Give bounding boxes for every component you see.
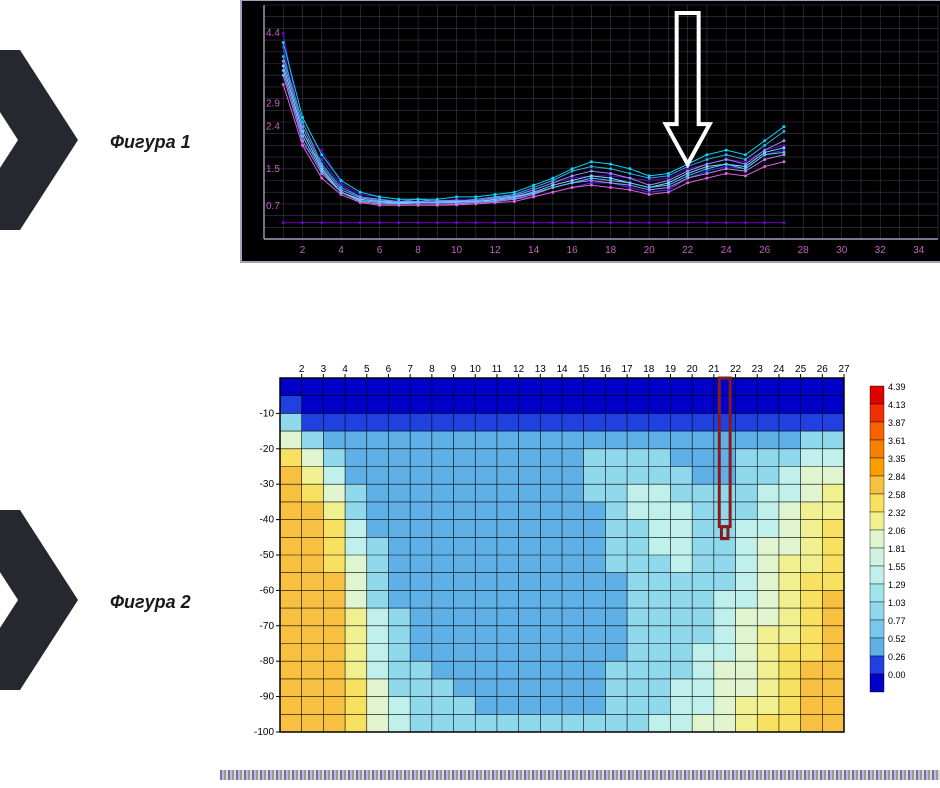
svg-text:0.26: 0.26 bbox=[888, 652, 906, 662]
svg-text:9: 9 bbox=[451, 364, 457, 375]
svg-text:0.52: 0.52 bbox=[888, 634, 906, 644]
svg-text:-100: -100 bbox=[254, 727, 274, 738]
svg-text:26: 26 bbox=[817, 364, 829, 375]
svg-text:5: 5 bbox=[364, 364, 370, 375]
svg-text:-90: -90 bbox=[260, 692, 275, 703]
svg-text:4: 4 bbox=[342, 364, 348, 375]
svg-text:1.81: 1.81 bbox=[888, 544, 906, 554]
svg-text:25: 25 bbox=[795, 364, 807, 375]
svg-text:21: 21 bbox=[708, 364, 720, 375]
svg-text:34: 34 bbox=[913, 245, 925, 256]
svg-text:10: 10 bbox=[470, 364, 482, 375]
svg-text:14: 14 bbox=[556, 364, 568, 375]
svg-text:16: 16 bbox=[600, 364, 612, 375]
svg-text:11: 11 bbox=[492, 364, 503, 375]
heatmap-legend: 4.39 4.13 3.87 3.61 3.35 2.84 2.58 2.32 2.06 1.81… bbox=[868, 380, 923, 720]
svg-text:-20: -20 bbox=[260, 444, 275, 455]
svg-text:7: 7 bbox=[407, 364, 413, 375]
svg-text:19: 19 bbox=[665, 364, 677, 375]
svg-text:18: 18 bbox=[643, 364, 655, 375]
svg-text:23: 23 bbox=[752, 364, 764, 375]
svg-text:1.55: 1.55 bbox=[888, 562, 906, 572]
svg-text:2: 2 bbox=[299, 364, 305, 375]
svg-text:2: 2 bbox=[300, 245, 306, 256]
svg-text:12: 12 bbox=[513, 364, 525, 375]
svg-text:2.84: 2.84 bbox=[888, 472, 906, 482]
svg-text:28: 28 bbox=[798, 245, 810, 256]
svg-text:-60: -60 bbox=[260, 585, 275, 596]
heatmap-chart: 2345678910111213141516171819202122232425… bbox=[240, 358, 850, 738]
svg-text:2.58: 2.58 bbox=[888, 490, 906, 500]
svg-text:32: 32 bbox=[875, 245, 887, 256]
svg-text:22: 22 bbox=[682, 245, 694, 256]
svg-text:1.5: 1.5 bbox=[266, 164, 280, 175]
svg-text:15: 15 bbox=[578, 364, 590, 375]
figure-2-label: Фигура 2 bbox=[110, 592, 191, 613]
svg-text:6: 6 bbox=[377, 245, 383, 256]
svg-text:0.00: 0.00 bbox=[888, 670, 906, 680]
svg-text:2.32: 2.32 bbox=[888, 508, 906, 518]
svg-text:2.4: 2.4 bbox=[266, 122, 280, 133]
svg-text:-70: -70 bbox=[260, 621, 275, 632]
svg-text:3.87: 3.87 bbox=[888, 418, 906, 428]
svg-text:4: 4 bbox=[338, 245, 344, 256]
svg-text:27: 27 bbox=[838, 364, 850, 375]
svg-text:14: 14 bbox=[528, 245, 540, 256]
svg-text:20: 20 bbox=[644, 245, 656, 256]
svg-text:-10: -10 bbox=[260, 408, 275, 419]
svg-text:13: 13 bbox=[535, 364, 547, 375]
svg-text:30: 30 bbox=[836, 245, 848, 256]
svg-text:24: 24 bbox=[773, 364, 785, 375]
svg-text:16: 16 bbox=[567, 245, 579, 256]
svg-text:8: 8 bbox=[415, 245, 421, 256]
svg-text:2.06: 2.06 bbox=[888, 526, 906, 536]
svg-text:20: 20 bbox=[687, 364, 699, 375]
chevron-2 bbox=[0, 510, 80, 690]
svg-text:17: 17 bbox=[622, 364, 634, 375]
svg-text:24: 24 bbox=[721, 245, 733, 256]
svg-text:3.61: 3.61 bbox=[888, 436, 906, 446]
svg-text:0.7: 0.7 bbox=[266, 201, 280, 212]
svg-text:22: 22 bbox=[730, 364, 742, 375]
svg-text:-50: -50 bbox=[260, 550, 275, 561]
line-chart: 2468101214161820222426283032340.71.52.42… bbox=[240, 0, 940, 263]
svg-text:-80: -80 bbox=[260, 656, 275, 667]
svg-text:3.35: 3.35 bbox=[888, 454, 906, 464]
svg-text:10: 10 bbox=[451, 245, 463, 256]
svg-text:1.29: 1.29 bbox=[888, 580, 906, 590]
svg-text:1.03: 1.03 bbox=[888, 598, 906, 608]
svg-text:8: 8 bbox=[429, 364, 435, 375]
figure-1-label: Фигура 1 bbox=[110, 132, 191, 153]
svg-text:12: 12 bbox=[490, 245, 502, 256]
svg-text:6: 6 bbox=[386, 364, 392, 375]
svg-text:3: 3 bbox=[321, 364, 327, 375]
svg-text:4.4: 4.4 bbox=[266, 28, 280, 39]
svg-text:0.77: 0.77 bbox=[888, 616, 906, 626]
svg-text:4.13: 4.13 bbox=[888, 400, 906, 410]
noise-strip bbox=[220, 770, 940, 780]
chevron-1 bbox=[0, 50, 80, 230]
svg-text:-40: -40 bbox=[260, 515, 275, 526]
svg-text:26: 26 bbox=[759, 245, 771, 256]
svg-text:2.9: 2.9 bbox=[266, 98, 280, 109]
svg-text:4.39: 4.39 bbox=[888, 382, 906, 392]
svg-text:-30: -30 bbox=[260, 479, 275, 490]
svg-text:18: 18 bbox=[605, 245, 617, 256]
